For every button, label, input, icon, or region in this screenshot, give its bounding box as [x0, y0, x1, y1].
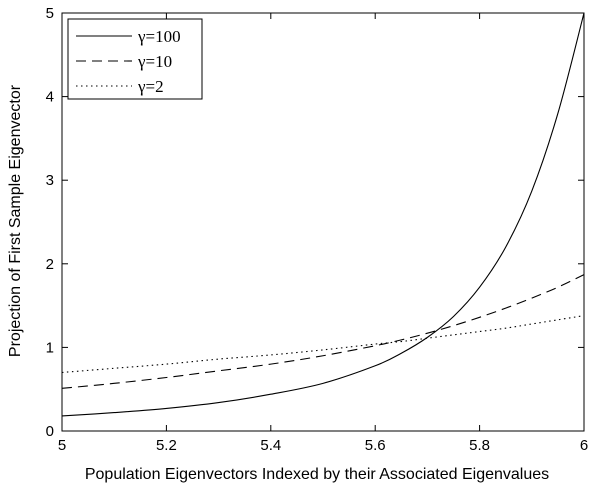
y-tick-label: 5 — [46, 5, 54, 22]
x-axis-label: Population Eigenvectors Indexed by their… — [85, 466, 549, 483]
legend-label: γ=2 — [137, 77, 164, 96]
y-tick-label: 1 — [46, 339, 54, 356]
x-tick-label: 5.8 — [469, 437, 490, 454]
tick-layer: 5 5.2 5.4 5.6 5.8 6 0 1 2 3 4 5 — [46, 5, 589, 454]
plot-border — [61, 12, 585, 432]
series-line-1 — [61, 12, 585, 417]
x-tick-label: 5.6 — [365, 437, 386, 454]
y-tick-label: 4 — [46, 89, 54, 106]
x-tick-label: 5 — [58, 437, 66, 454]
legend: γ=100 γ=10 γ=2 — [67, 18, 203, 100]
y-tick-label: 3 — [46, 172, 54, 189]
legend-box — [67, 18, 203, 100]
legend-label: γ=100 — [137, 27, 181, 46]
y-axis-label: Projection of First Sample Eigenvector — [7, 84, 24, 357]
y-tick-label: 0 — [46, 423, 54, 440]
x-tick-label: 5.4 — [260, 437, 281, 454]
series-line-3 — [61, 315, 585, 374]
x-tick-label: 5.2 — [156, 437, 177, 454]
x-tick-label: 6 — [580, 437, 588, 454]
legend-label: γ=10 — [137, 52, 172, 71]
series-line-2 — [61, 274, 585, 389]
plot-frame — [61, 12, 585, 432]
series-layer — [61, 12, 585, 417]
y-tick-label: 2 — [46, 256, 54, 273]
